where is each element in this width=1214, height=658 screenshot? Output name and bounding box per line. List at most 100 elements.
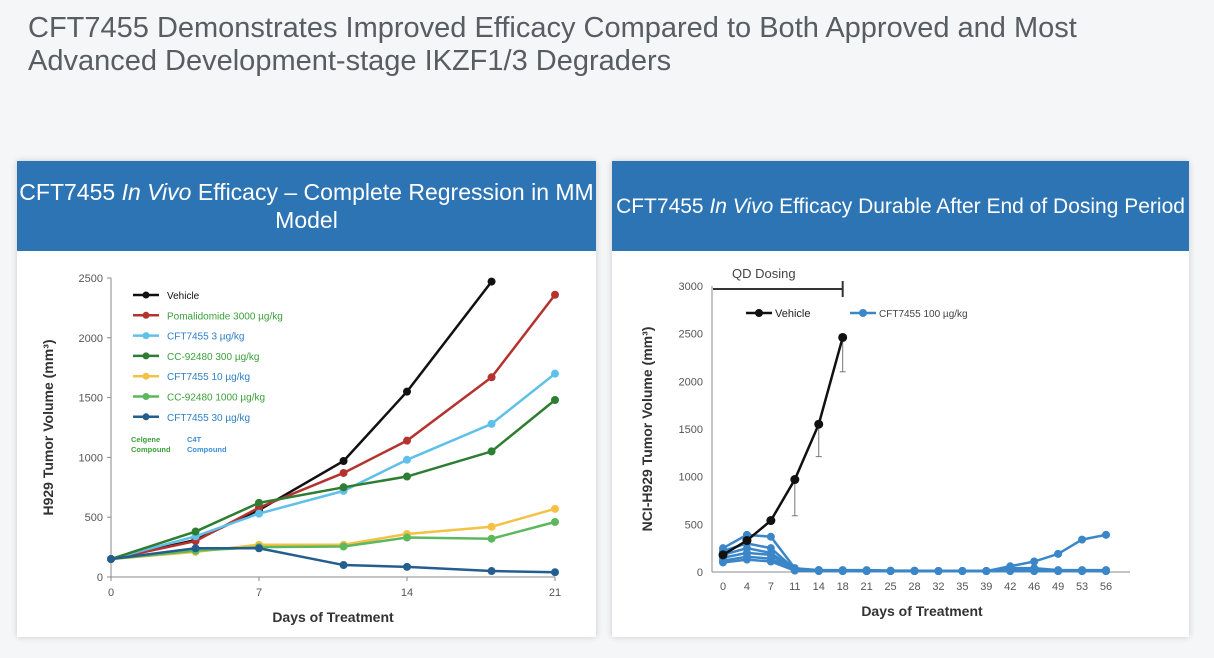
series-cft7455-100-g-kg: [719, 530, 1110, 576]
x-tick-label: 53: [1076, 581, 1088, 593]
legend-label: Vehicle: [775, 308, 810, 320]
data-point: [766, 516, 776, 526]
legend-marker: [142, 332, 150, 340]
annotation-text: C4T: [187, 435, 202, 444]
series-line: [722, 337, 844, 556]
data-point: [838, 567, 847, 576]
data-point: [838, 332, 848, 342]
legend-marker: [142, 291, 150, 299]
data-point: [551, 369, 559, 378]
data-point: [742, 555, 751, 564]
right-title-part-3: Efficacy Durable After End of Dosing Per…: [773, 194, 1185, 218]
data-point: [339, 542, 348, 551]
data-point: [403, 455, 411, 464]
data-point: [191, 544, 200, 553]
dosing-label: QD Dosing: [732, 266, 796, 281]
legend-marker: [142, 311, 150, 319]
data-point: [487, 567, 496, 576]
legend-label: CC-92480 1000 µg/kg: [167, 393, 265, 404]
right-title-part-1: CFT7455: [616, 194, 710, 218]
data-point: [1030, 557, 1039, 566]
dosing-period-bracket: QD Dosing: [713, 266, 844, 297]
series-vehicle: [107, 277, 496, 564]
legend-label: CFT7455 30 µg/kg: [167, 413, 250, 424]
data-point: [1054, 549, 1063, 558]
y-tick-label: 2500: [679, 329, 703, 341]
data-point: [487, 447, 496, 456]
data-point: [551, 517, 559, 526]
legend-marker: [142, 413, 150, 421]
y-tick-label: 2500: [79, 273, 103, 285]
data-point: [487, 373, 496, 382]
data-point: [910, 567, 919, 576]
data-point: [814, 567, 823, 576]
data-point: [742, 536, 752, 546]
x-tick-label: 21: [861, 581, 873, 593]
data-point: [934, 567, 943, 576]
legend: Vehicle CFT7455 100 µg/kg: [746, 308, 968, 320]
x-tick-label: 7: [768, 581, 774, 593]
data-point: [551, 290, 559, 299]
x-tick-label: 32: [932, 581, 944, 593]
data-point: [766, 557, 775, 566]
x-tick-label: 7: [256, 587, 262, 599]
y-tick-label: 500: [85, 512, 103, 524]
data-point: [862, 567, 871, 576]
data-point: [487, 534, 496, 543]
data-point: [790, 475, 800, 485]
legend-label: CC-92480 300 µg/kg: [167, 352, 260, 363]
data-point: [339, 468, 348, 477]
series-cft7455-10-g-kg: [107, 504, 559, 564]
data-point: [403, 472, 411, 481]
y-tick-label: 2000: [679, 376, 703, 388]
data-point: [191, 527, 200, 536]
legend-marker: [859, 309, 867, 317]
x-tick-label: 42: [1004, 581, 1016, 593]
page-title: CFT7455 Demonstrates Improved Efficacy C…: [28, 12, 1077, 77]
y-tick-label: 1500: [79, 393, 103, 405]
x-tick-label: 49: [1052, 581, 1064, 593]
data-point: [790, 566, 799, 575]
data-point: [255, 498, 263, 507]
x-tick-label: 56: [1100, 581, 1112, 593]
data-point: [339, 456, 348, 465]
data-point: [719, 558, 727, 567]
left-title-italic: In Vivo: [121, 179, 192, 205]
y-tick-label: 500: [685, 519, 703, 531]
data-point: [958, 567, 967, 576]
data-point: [403, 562, 411, 571]
x-tick-label: 4: [744, 581, 750, 593]
legend-label: CFT7455 100 µg/kg: [879, 309, 968, 320]
right-chart-title: CFT7455 In Vivo Efficacy Durable After E…: [612, 161, 1189, 251]
y-tick-label: 1500: [679, 424, 703, 436]
x-tick-label: 39: [980, 581, 992, 593]
y-tick-label: 3000: [679, 281, 703, 293]
left-title-part-3: Efficacy – Complete Regression in MM Mod…: [191, 179, 594, 233]
legend-marker: [142, 352, 150, 360]
data-point: [1078, 567, 1087, 576]
x-tick-label: 46: [1028, 581, 1040, 593]
data-point: [1006, 567, 1015, 576]
left-line-chart: 0 500 1000 1500 2000 2500 0 7 14 21 Days of Treatm…: [40, 273, 561, 625]
y-tick-label: 1000: [679, 472, 703, 484]
y-tick-label: 0: [697, 567, 703, 579]
legend: Vehicle Pomalidomide 3000 µg/kg CFT7455 3 …: [133, 291, 283, 424]
legend-marker: [142, 393, 150, 400]
data-point: [982, 567, 991, 576]
annotation-text: Compound: [187, 445, 227, 454]
left-chart-panel: CFT7455 In Vivo Efficacy – Complete Regr…: [17, 161, 596, 637]
y-tick-label: 0: [97, 572, 103, 584]
data-point: [551, 568, 559, 577]
data-point: [551, 504, 559, 513]
data-point: [1102, 567, 1110, 576]
series-cft7455-30-g-kg: [107, 544, 559, 577]
x-axis-label: Days of Treatment: [861, 603, 983, 619]
data-point: [814, 419, 824, 429]
legend-marker: [142, 372, 150, 380]
x-tick-label: 21: [549, 587, 561, 599]
annotation-text: Celgene: [131, 435, 160, 444]
data-point: [403, 436, 411, 445]
left-chart-title: CFT7455 In Vivo Efficacy – Complete Regr…: [17, 161, 596, 251]
x-tick-label: 25: [884, 581, 896, 593]
